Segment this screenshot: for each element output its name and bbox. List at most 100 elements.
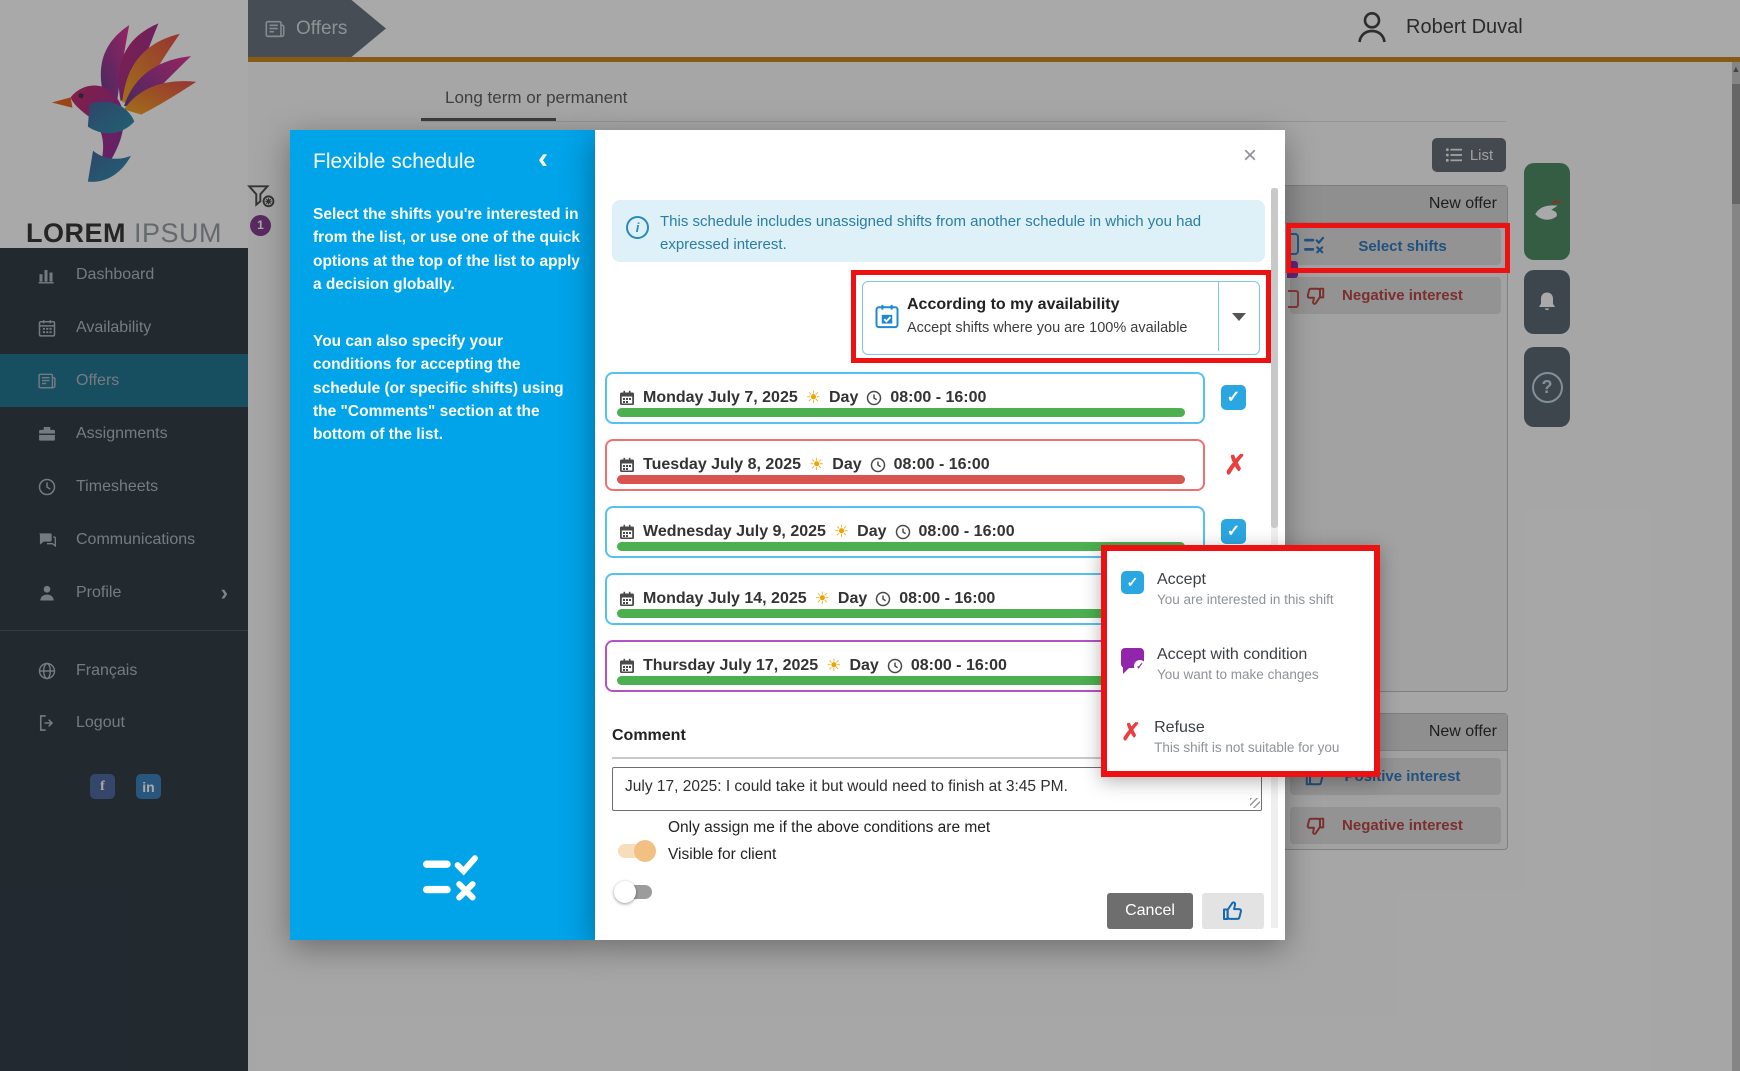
filter-badge: 1 [250, 215, 271, 236]
status-legend-popup: ✓ Accept You are interested in this shif… [1101, 545, 1380, 777]
shift-row[interactable]: Wednesday July 9, 2025 ☀ Day 08:00 - 16:… [605, 506, 1205, 558]
dropdown-divider [1217, 282, 1219, 351]
user-avatar-icon [1352, 6, 1392, 48]
sidebar-item-logout[interactable]: Logout [0, 700, 248, 746]
user-menu[interactable]: Robert Duval [1352, 6, 1523, 48]
sidebar-item-availability[interactable]: Availability [0, 301, 248, 354]
tabstrip-divider [421, 121, 1506, 122]
person-icon [36, 582, 58, 604]
negative-interest-button[interactable]: Negative interest [1290, 277, 1501, 314]
chevron-right-icon[interactable]: › [220, 579, 228, 605]
highlight-select-shifts-annotation [1286, 223, 1510, 273]
shift-row[interactable]: Tuesday July 8, 2025 ☀ Day 08:00 - 16:00 [605, 439, 1205, 491]
sidebar-item-dashboard[interactable]: Dashboard [0, 248, 248, 301]
calendar-check-icon [873, 302, 901, 330]
globe-icon [36, 660, 58, 682]
chevron-down-icon[interactable] [1232, 313, 1246, 321]
facebook-icon[interactable]: f [90, 774, 115, 799]
sidebar-item-label: Profile [76, 583, 122, 601]
highlight-dropdown-annotation [851, 270, 1271, 363]
calendar-small-icon [619, 658, 635, 674]
breadcrumb-tab-offers[interactable]: Offers [248, 0, 386, 57]
filter-settings-icon[interactable] [246, 182, 276, 212]
shift-time: 08:00 - 16:00 [899, 590, 996, 607]
accept-checkbox-icon: ✓ [1121, 571, 1144, 594]
question-mark-icon: ? [1531, 371, 1563, 403]
info-banner: i This schedule includes unassigned shif… [612, 200, 1265, 262]
legend-item-accept: ✓ Accept You are interested in this shif… [1121, 571, 1334, 607]
hidden-icon-fragment [1288, 290, 1299, 308]
toggle-knob [614, 881, 636, 903]
shift-date: Wednesday July 9, 2025 [643, 523, 826, 540]
logout-icon [36, 712, 58, 734]
shift-date: Monday July 7, 2025 [643, 389, 798, 406]
sidebar-item-language[interactable]: Français [0, 648, 248, 694]
help-button[interactable]: ? [1524, 347, 1570, 427]
topbar [248, 0, 1740, 57]
refuse-x-icon: ✗ [1121, 719, 1142, 746]
close-icon[interactable]: × [1243, 142, 1258, 169]
referral-bird-button[interactable] [1524, 163, 1570, 260]
clock-small-icon [895, 524, 911, 540]
list-view-button[interactable]: List [1432, 138, 1506, 172]
sidebar-item-assignments[interactable]: Assignments [0, 407, 248, 460]
scrollbar-thumb[interactable] [1732, 84, 1740, 204]
shift-accept-checkbox[interactable]: ✓ [1221, 519, 1246, 544]
legend-item-refuse: ✗ Refuse This shift is not suitable for … [1121, 719, 1339, 755]
sidebar-item-label: Timesheets [76, 477, 159, 495]
negative-interest-button[interactable]: Negative interest [1290, 807, 1501, 844]
modal-side-panel: Flexible schedule ‹ Select the shifts yo… [290, 130, 595, 940]
negative-interest-label: Negative interest [1342, 287, 1463, 304]
logo-area: LOREM IPSUM [0, 0, 248, 248]
calendar-small-icon [619, 524, 635, 540]
conditions-toggle-label: Only assign me if the above conditions a… [668, 819, 991, 836]
dropdown-selected-subtitle: Accept shifts where you are 100% availab… [907, 320, 1188, 336]
availability-bar [617, 475, 1185, 484]
comment-input[interactable]: July 17, 2025: I could take it but would… [612, 767, 1262, 811]
submit-thumbs-up-button[interactable] [1202, 893, 1264, 929]
thumbs-down-icon [1304, 815, 1326, 837]
sun-icon: ☀ [833, 522, 850, 541]
calendar-small-icon [619, 591, 635, 607]
negative-interest-label: Negative interest [1342, 817, 1463, 834]
newspaper-icon [264, 18, 286, 40]
select-shifts-label: Select shifts [1358, 238, 1447, 255]
thumbs-down-icon [1304, 285, 1326, 307]
tab-long-term[interactable]: Long term or permanent [445, 88, 628, 107]
legend-description: You are interested in this shift [1157, 592, 1334, 607]
sun-icon: ☀ [814, 589, 830, 608]
shift-date: Monday July 14, 2025 [643, 590, 807, 607]
shift-period: Day [828, 389, 859, 406]
sidebar-item-label: Availability [76, 318, 152, 336]
select-shifts-button[interactable]: Select shifts [1290, 228, 1501, 265]
sidebar-item-timesheets[interactable]: Timesheets [0, 460, 248, 513]
visible-for-client-label: Visible for client [668, 846, 777, 863]
notifications-bell-button[interactable] [1524, 270, 1570, 334]
modal-content: × i This schedule includes unassigned sh… [595, 130, 1285, 940]
resize-handle[interactable] [1250, 798, 1260, 808]
sidebar-item-profile[interactable]: Profile › [0, 566, 248, 619]
scrollbar-track[interactable] [1732, 62, 1740, 1071]
cancel-button[interactable]: Cancel [1107, 893, 1193, 929]
shift-refuse-icon[interactable]: ✗ [1224, 450, 1247, 480]
social-links: f in [90, 774, 161, 799]
scrollbar-up-arrow[interactable]: ▲ [1731, 64, 1740, 74]
sidebar-item-communications[interactable]: Communications [0, 513, 248, 566]
sidebar-item-offers[interactable]: Offers [0, 354, 248, 407]
visible-for-client-toggle[interactable] [614, 881, 652, 903]
linkedin-icon[interactable]: in [136, 774, 161, 799]
shift-accept-checkbox[interactable]: ✓ [1221, 385, 1246, 410]
bird-logo-icon [38, 12, 210, 212]
modal-intro-paragraph: Select the shifts you're interested in f… [313, 206, 580, 293]
sidebar-item-label: Assignments [76, 424, 168, 442]
shift-row[interactable]: Monday July 7, 2025 ☀ Day 08:00 - 16:00 [605, 372, 1205, 424]
collapse-panel-icon[interactable]: ‹ [538, 142, 548, 175]
modal-scrollbar-thumb[interactable] [1271, 188, 1278, 528]
conditions-toggle[interactable] [618, 840, 656, 862]
list-icon [1445, 147, 1463, 163]
quick-option-dropdown[interactable]: According to my availability Accept shif… [862, 281, 1260, 355]
sidebar-item-label: Dashboard [76, 265, 155, 283]
brand-bold: LOREM [25, 218, 126, 248]
info-banner-text: This schedule includes unassigned shifts… [660, 213, 1202, 254]
